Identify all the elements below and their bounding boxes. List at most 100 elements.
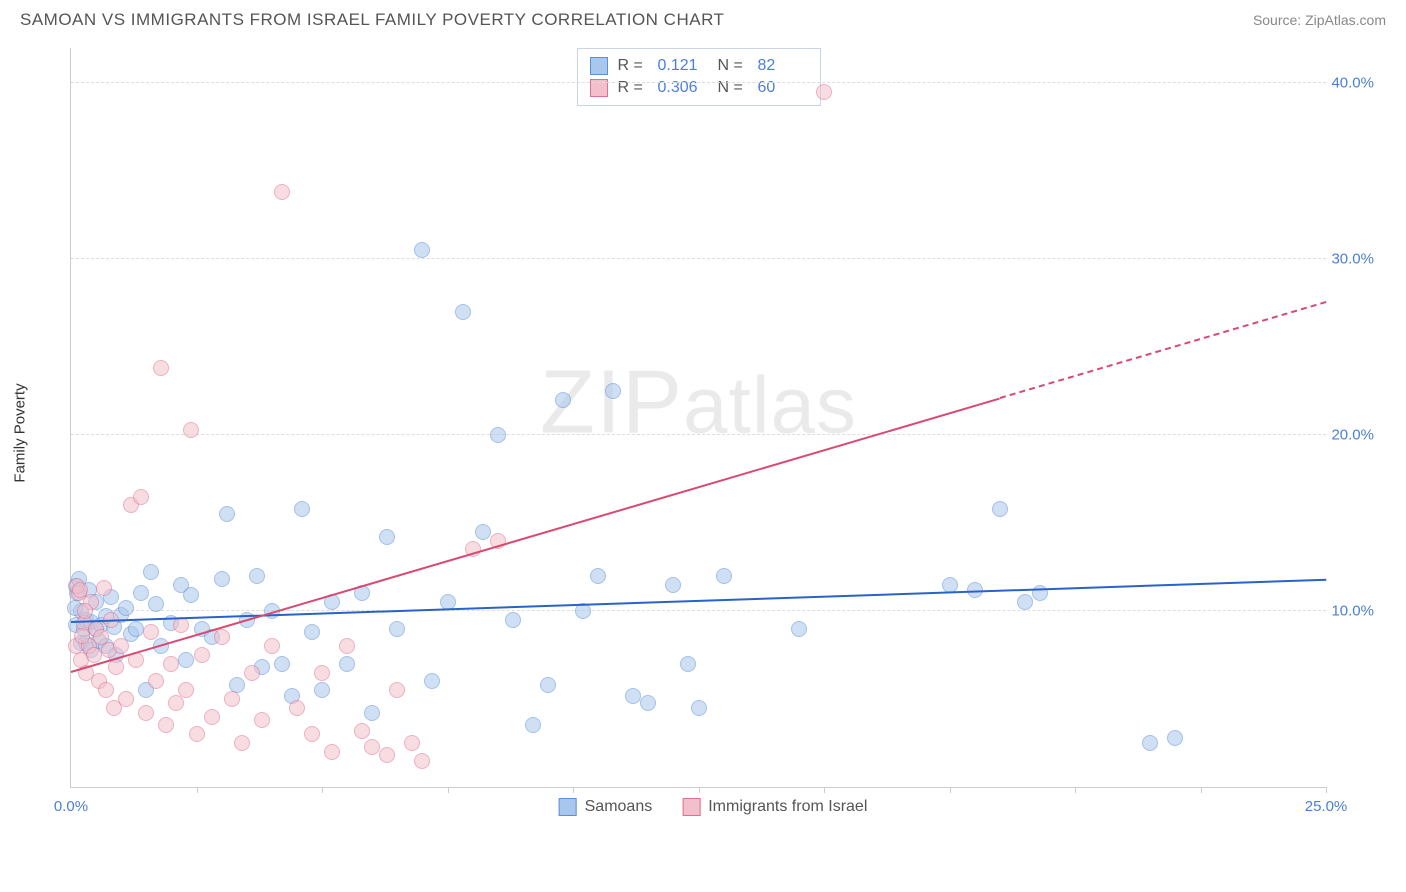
data-point xyxy=(204,709,220,725)
x-tick-label: 25.0% xyxy=(1305,798,1348,815)
data-point xyxy=(143,564,159,580)
x-tick xyxy=(448,787,449,793)
data-point xyxy=(86,647,102,663)
data-point xyxy=(339,638,355,654)
data-point xyxy=(640,695,656,711)
data-point xyxy=(294,501,310,517)
data-point xyxy=(354,723,370,739)
legend-series-item: Immigrants from Israel xyxy=(682,798,867,816)
data-point xyxy=(1167,730,1183,746)
data-point xyxy=(219,506,235,522)
data-point xyxy=(455,304,471,320)
data-point xyxy=(304,726,320,742)
data-point xyxy=(1017,594,1033,610)
x-tick xyxy=(1326,787,1327,793)
data-point xyxy=(214,571,230,587)
y-tick-label: 30.0% xyxy=(1330,251,1374,268)
data-point xyxy=(214,629,230,645)
legend-series-label: Immigrants from Israel xyxy=(708,798,867,816)
legend-series-label: Samoans xyxy=(585,798,653,816)
data-point xyxy=(133,585,149,601)
data-point xyxy=(194,647,210,663)
data-point xyxy=(74,628,90,644)
data-point xyxy=(183,587,199,603)
watermark: ZIPatlas xyxy=(540,351,857,454)
data-point xyxy=(163,656,179,672)
x-tick xyxy=(699,787,700,793)
data-point xyxy=(816,84,832,100)
data-point xyxy=(424,673,440,689)
data-point xyxy=(72,582,88,598)
data-point xyxy=(379,529,395,545)
data-point xyxy=(173,617,189,633)
gridline xyxy=(71,82,1326,83)
data-point xyxy=(274,656,290,672)
data-point xyxy=(304,624,320,640)
data-point xyxy=(264,638,280,654)
legend-swatch xyxy=(682,798,700,816)
chart-header: SAMOAN VS IMMIGRANTS FROM ISRAEL FAMILY … xyxy=(0,0,1406,38)
x-tick xyxy=(1201,787,1202,793)
data-point xyxy=(716,568,732,584)
chart-container: Family Poverty ZIPatlas R =0.121N =82R =… xyxy=(50,38,1376,828)
data-point xyxy=(138,705,154,721)
data-point xyxy=(324,744,340,760)
data-point xyxy=(389,621,405,637)
data-point xyxy=(1142,735,1158,751)
data-point xyxy=(118,691,134,707)
data-point xyxy=(414,242,430,258)
data-point xyxy=(364,705,380,721)
data-point xyxy=(490,427,506,443)
data-point xyxy=(178,682,194,698)
source-attribution: Source: ZipAtlas.com xyxy=(1253,12,1386,28)
data-point xyxy=(791,621,807,637)
data-point xyxy=(475,524,491,540)
data-point xyxy=(113,638,129,654)
data-point xyxy=(389,682,405,698)
data-point xyxy=(133,489,149,505)
data-point xyxy=(555,392,571,408)
plot-area: ZIPatlas R =0.121N =82R =0.306N =60 10.0… xyxy=(70,48,1326,788)
data-point xyxy=(540,677,556,693)
data-point xyxy=(143,624,159,640)
data-point xyxy=(364,739,380,755)
data-point xyxy=(183,422,199,438)
gridline xyxy=(71,258,1326,259)
x-tick xyxy=(197,787,198,793)
data-point xyxy=(77,603,93,619)
legend-r-label: R = xyxy=(618,57,648,75)
gridline xyxy=(71,434,1326,435)
legend-stats-row: R =0.306N =60 xyxy=(590,77,808,99)
data-point xyxy=(414,753,430,769)
data-point xyxy=(289,700,305,716)
legend-swatch xyxy=(559,798,577,816)
data-point xyxy=(590,568,606,584)
data-point xyxy=(254,712,270,728)
data-point xyxy=(118,600,134,616)
legend-r-value: 0.121 xyxy=(658,57,708,75)
data-point xyxy=(314,682,330,698)
x-tick-label: 0.0% xyxy=(54,798,88,815)
legend-n-label: N = xyxy=(718,57,748,75)
data-point xyxy=(96,580,112,596)
data-point xyxy=(665,577,681,593)
trend-line xyxy=(71,397,1000,672)
y-tick-label: 10.0% xyxy=(1330,603,1374,620)
legend-swatch xyxy=(590,57,608,75)
data-point xyxy=(178,652,194,668)
y-tick-label: 40.0% xyxy=(1330,75,1374,92)
data-point xyxy=(625,688,641,704)
gridline xyxy=(71,610,1326,611)
legend-series-item: Samoans xyxy=(559,798,653,816)
data-point xyxy=(128,621,144,637)
data-point xyxy=(691,700,707,716)
x-tick xyxy=(824,787,825,793)
data-point xyxy=(234,735,250,751)
data-point xyxy=(189,726,205,742)
legend-stats-row: R =0.121N =82 xyxy=(590,55,808,77)
x-tick xyxy=(950,787,951,793)
y-tick-label: 20.0% xyxy=(1330,427,1374,444)
data-point xyxy=(339,656,355,672)
data-point xyxy=(525,717,541,733)
x-tick xyxy=(1075,787,1076,793)
